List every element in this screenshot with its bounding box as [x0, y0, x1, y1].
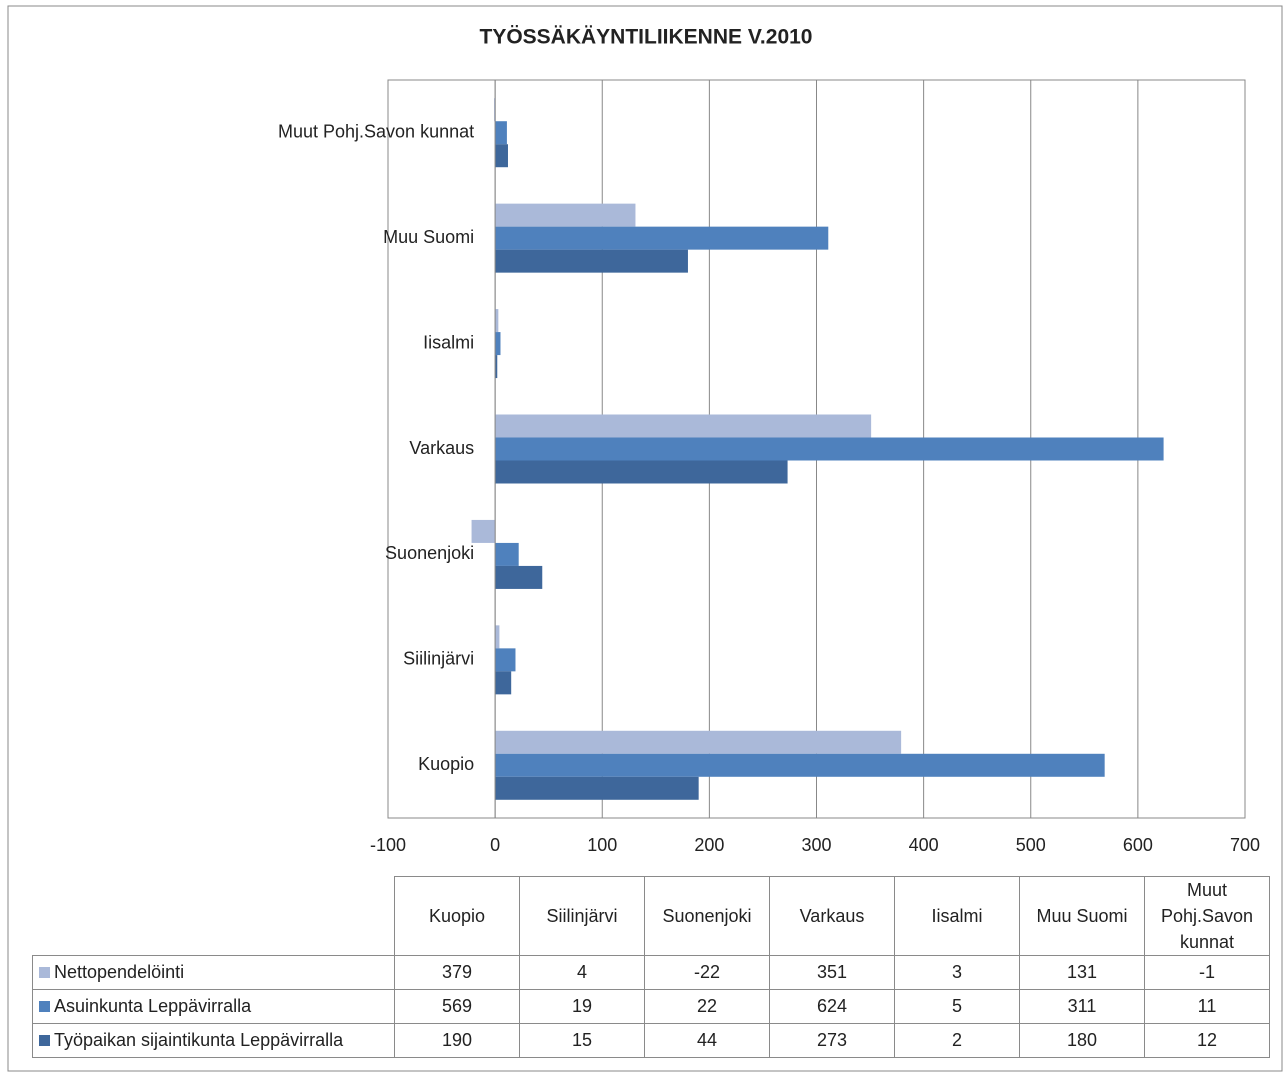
chart-frame — [7, 5, 1283, 1072]
table-value: 351 — [769, 955, 895, 990]
table-value: 131 — [1019, 955, 1145, 990]
data-table: Kuopio Siilinjärvi Suonenjoki Varkaus Iisalm… — [32, 876, 1270, 1058]
bar — [495, 671, 512, 695]
bar — [495, 776, 699, 800]
table-value: 624 — [769, 989, 895, 1024]
category-label: Suonenjoki — [385, 543, 474, 563]
category-label: Varkaus — [409, 438, 474, 458]
table-row: Asuinkunta Leppävirralla 569 19 22 624 5 311 11 — [32, 989, 1270, 1024]
table-value: 190 — [394, 1023, 520, 1058]
x-tick-label: 200 — [694, 835, 724, 855]
bar — [495, 203, 636, 227]
legend-label: Asuinkunta Leppävirralla — [54, 996, 252, 1016]
bar — [495, 730, 902, 754]
table-value: 569 — [394, 989, 520, 1024]
category-label: Siilinjärvi — [403, 649, 474, 669]
bar — [494, 98, 496, 122]
table-value: 379 — [394, 955, 520, 990]
bar — [495, 355, 498, 379]
table-value: 12 — [1144, 1023, 1270, 1058]
table-value: 180 — [1019, 1023, 1145, 1058]
bar — [495, 414, 872, 438]
table-header: Muu Suomi — [1019, 876, 1145, 956]
category-label: Muu Suomi — [383, 227, 474, 247]
bar — [471, 519, 496, 543]
x-tick-label: -100 — [370, 835, 406, 855]
legend-key — [39, 967, 50, 978]
table-value: 2 — [894, 1023, 1020, 1058]
bar — [495, 121, 507, 145]
table-value: 19 — [519, 989, 645, 1024]
legend-label: Nettopendelöinti — [54, 962, 185, 982]
table-header: Siilinjärvi — [519, 876, 645, 956]
table-value: 311 — [1019, 989, 1145, 1024]
legend-entry: Nettopendelöinti — [32, 955, 395, 990]
bar — [495, 437, 1164, 461]
bar — [495, 309, 499, 333]
table-value: 4 — [519, 955, 645, 990]
table-value: 5 — [894, 989, 1020, 1024]
bar — [495, 332, 501, 356]
table-value: 15 — [519, 1023, 645, 1058]
x-tick-label: 500 — [1016, 835, 1046, 855]
table-value: 273 — [769, 1023, 895, 1058]
table-value: -22 — [644, 955, 770, 990]
bar — [495, 249, 688, 273]
bar — [495, 460, 788, 484]
x-tick-label: 600 — [1123, 835, 1153, 855]
bar — [495, 144, 508, 168]
legend-key — [39, 1001, 50, 1012]
table-value: 44 — [644, 1023, 770, 1058]
x-tick-label: 300 — [801, 835, 831, 855]
table-value: 3 — [894, 955, 1020, 990]
table-value: 22 — [644, 989, 770, 1024]
category-label: Muut Pohj.Savon kunnat — [278, 121, 474, 141]
x-tick-label: 100 — [587, 835, 617, 855]
corner — [33, 877, 395, 956]
legend-entry: Työpaikan sijaintikunta Leppävirralla — [32, 1023, 395, 1058]
category-label: Kuopio — [418, 754, 474, 774]
bar — [495, 565, 543, 589]
category-label: Iisalmi — [423, 332, 474, 352]
chart-title: TYÖSSÄKÄYNTILIIKENNE V.2010 — [480, 26, 813, 49]
table-row: Työpaikan sijaintikunta Leppävirralla 190… — [32, 1023, 1270, 1058]
bar — [495, 542, 519, 566]
bar — [495, 753, 1105, 777]
table-header: Muut Pohj.Savon kunnat — [1144, 876, 1270, 956]
table-value: 11 — [1144, 989, 1270, 1024]
legend-key — [39, 1035, 50, 1046]
x-tick-label: 0 — [490, 835, 500, 855]
x-tick-label: 400 — [909, 835, 939, 855]
bar — [495, 625, 500, 649]
table-header: Suonenjoki — [644, 876, 770, 956]
table-value: -1 — [1144, 955, 1270, 990]
table-header: Kuopio — [394, 876, 520, 956]
legend-entry: Asuinkunta Leppävirralla — [32, 989, 395, 1024]
table-header: Iisalmi — [894, 876, 1020, 956]
table-header: Varkaus — [769, 876, 895, 956]
table-row: Nettopendelöinti 379 4 -22 351 3 131 -1 — [32, 955, 1270, 990]
bar — [495, 226, 829, 250]
bar — [495, 648, 516, 672]
legend-label: Työpaikan sijaintikunta Leppävirralla — [54, 1030, 344, 1050]
x-tick-label: 700 — [1230, 835, 1260, 855]
